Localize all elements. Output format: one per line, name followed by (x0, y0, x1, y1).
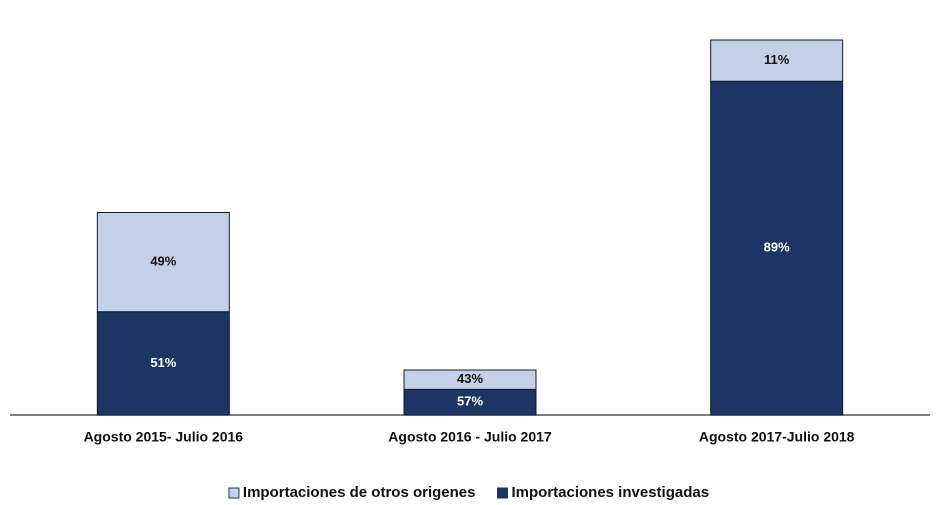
x-tick-label: Agosto 2015- Julio 2016 (84, 429, 244, 445)
bar-segment (403, 369, 537, 390)
data-label: 57% (457, 394, 483, 409)
legend-swatch (496, 487, 508, 499)
bar-segment (96, 311, 230, 416)
legend-label: Importaciones investigadas (511, 484, 709, 501)
data-label: 89% (764, 240, 790, 255)
x-tick-label: Agosto 2017-Julio 2018 (699, 429, 855, 445)
data-label: 43% (457, 371, 483, 386)
bar-segment (96, 212, 230, 313)
data-label: 49% (150, 254, 176, 269)
bar-segment (710, 80, 844, 416)
data-label: 51% (150, 355, 176, 370)
legend-swatch (228, 487, 240, 499)
bar-segment (710, 39, 844, 82)
legend-label: Importaciones de otros origenes (243, 484, 476, 501)
data-label: 11% (764, 52, 790, 67)
x-tick-label: Agosto 2016 - Julio 2017 (388, 429, 552, 445)
